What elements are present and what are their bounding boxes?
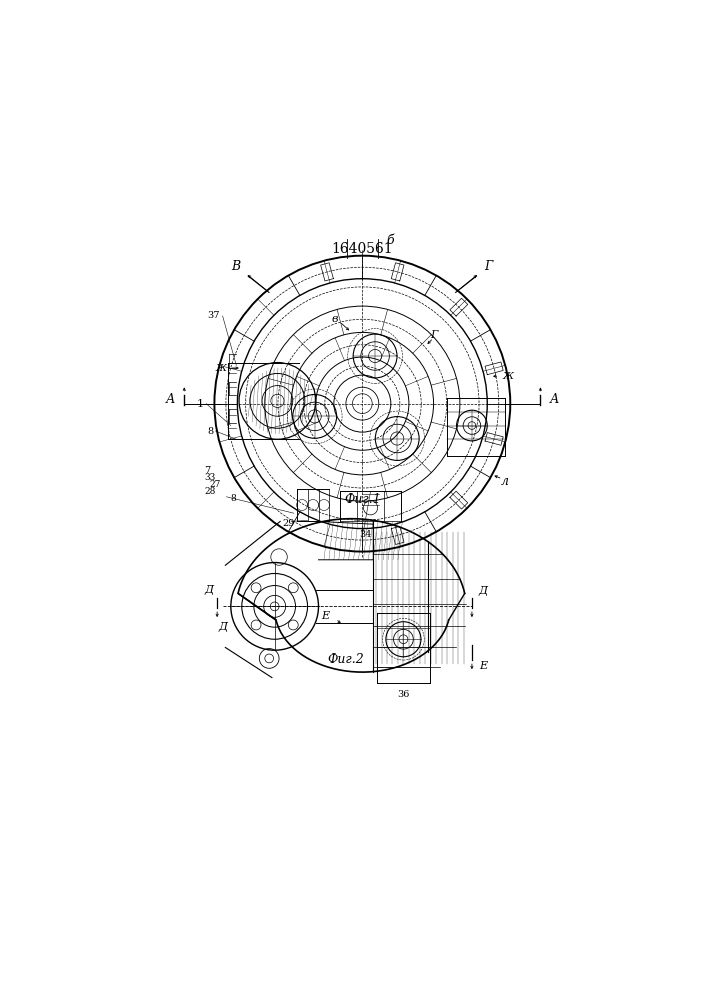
Text: 8: 8 <box>207 427 214 436</box>
Text: 33: 33 <box>204 473 216 482</box>
Text: А: А <box>549 393 559 406</box>
Text: 28: 28 <box>204 487 216 496</box>
Text: А: А <box>166 393 175 406</box>
Text: Г: Г <box>484 260 493 273</box>
Text: 27: 27 <box>209 480 221 489</box>
Text: 29: 29 <box>282 519 295 528</box>
Text: Ж: Ж <box>216 364 226 373</box>
Text: 34: 34 <box>359 530 371 539</box>
Text: В: В <box>232 260 240 273</box>
Text: Д: Д <box>204 585 214 595</box>
Text: б: б <box>386 234 394 247</box>
Text: л: л <box>501 475 509 488</box>
Text: в: в <box>332 314 338 324</box>
Text: 1: 1 <box>197 399 204 409</box>
Text: Фиг.2: Фиг.2 <box>327 653 364 666</box>
Text: 37: 37 <box>207 311 220 320</box>
Text: 1640561: 1640561 <box>332 242 393 256</box>
Text: Фиг.1: Фиг.1 <box>344 493 380 506</box>
Text: Д: Д <box>218 622 227 632</box>
Text: Е: Е <box>321 611 329 621</box>
Text: 36: 36 <box>397 690 409 699</box>
Text: 8: 8 <box>231 494 237 503</box>
Text: 7: 7 <box>204 466 210 475</box>
Text: Ж: Ж <box>503 372 513 381</box>
Text: Г: Г <box>430 330 437 340</box>
Text: Д: Д <box>479 586 487 596</box>
Text: Е: Е <box>479 661 487 671</box>
